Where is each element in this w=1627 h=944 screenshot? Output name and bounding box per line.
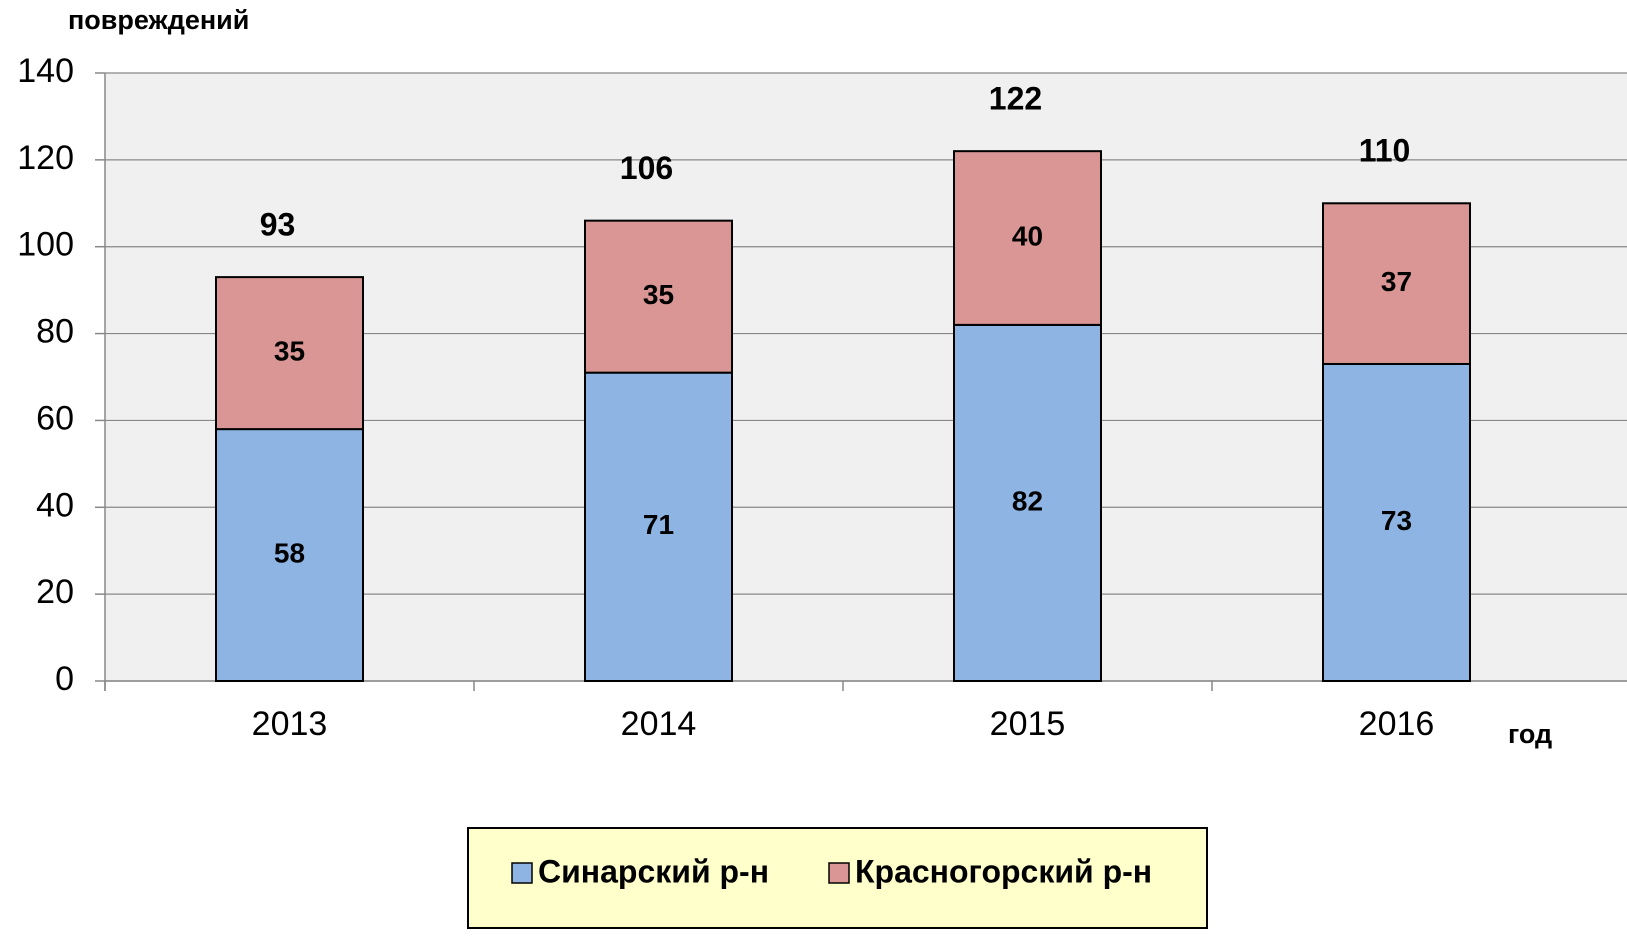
y-tick-label: 20 <box>36 573 74 611</box>
total-label: 106 <box>620 150 673 186</box>
legend-swatch <box>828 862 850 884</box>
legend-swatch <box>511 862 533 884</box>
data-label: 40 <box>1012 220 1043 251</box>
bar-segment <box>584 371 733 682</box>
bar-segment <box>215 276 364 431</box>
y-tick-label: 40 <box>36 486 74 524</box>
x-tick-label: 2016 <box>1359 705 1435 743</box>
bar-segment <box>1322 362 1471 682</box>
bar-segment <box>215 428 364 682</box>
x-tick-label: 2015 <box>990 705 1066 743</box>
data-label: 82 <box>1012 485 1043 516</box>
y-tick-label: 0 <box>55 660 74 698</box>
data-label: 71 <box>643 509 674 540</box>
total-label: 110 <box>1359 133 1411 169</box>
y-axis-label: повреждений <box>68 5 249 35</box>
legend-label: Синарский р-н <box>538 853 769 889</box>
total-label: 93 <box>260 207 296 243</box>
bar-segment <box>953 150 1102 326</box>
y-tick-label: 140 <box>17 52 74 90</box>
data-label: 58 <box>274 537 305 568</box>
data-label: 35 <box>643 279 674 310</box>
x-tick-label: 2013 <box>252 705 328 743</box>
legend-label: Красногорский р-н <box>855 853 1152 889</box>
x-axis-label: год <box>1508 719 1552 749</box>
y-tick-label: 120 <box>17 139 74 177</box>
x-tick-label: 2014 <box>621 705 697 743</box>
total-label: 122 <box>989 81 1042 117</box>
bar-segment <box>953 323 1102 682</box>
y-tick-label: 60 <box>36 399 74 437</box>
bar-segment <box>1322 202 1471 365</box>
y-tick-label: 100 <box>17 226 74 264</box>
data-label: 37 <box>1381 266 1412 297</box>
bar-segment <box>584 219 733 374</box>
data-label: 35 <box>274 336 305 367</box>
y-tick-label: 80 <box>36 313 74 351</box>
data-label: 73 <box>1381 505 1412 536</box>
